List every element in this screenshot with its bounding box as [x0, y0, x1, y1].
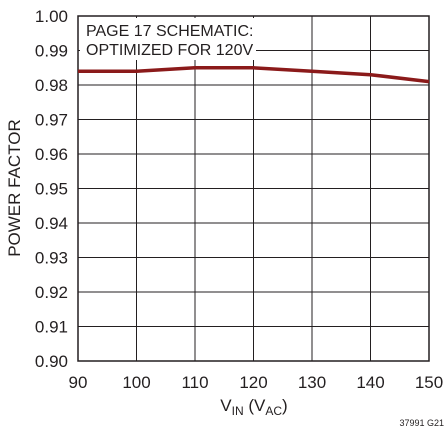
y-tick-label: 0.98 — [35, 76, 68, 95]
x-axis-title-paren-close: ) — [282, 396, 288, 415]
x-tick-label: 110 — [181, 373, 208, 392]
y-tick-label: 0.91 — [35, 318, 68, 337]
y-tick-labels: 0.90 0.91 0.92 0.93 0.94 0.95 0.96 0.97 0.98 0.99… — [35, 7, 68, 371]
y-tick-label: 0.92 — [35, 283, 68, 302]
annotation-line-1: PAGE 17 SCHEMATIC: — [86, 23, 253, 40]
plot-frame — [77, 15, 430, 362]
x-axis-title-paren-open: (V — [244, 396, 266, 415]
y-tick-label: 0.96 — [35, 145, 68, 164]
y-tick-label: 0.93 — [35, 249, 68, 268]
power-factor-series-line — [78, 66, 430, 84]
x-tick-label: 140 — [356, 373, 384, 392]
annotation-background — [80, 18, 256, 60]
y-axis-title: POWER FACTOR — [5, 119, 24, 257]
y-tick-label: 0.94 — [35, 214, 68, 233]
series-layer — [78, 66, 430, 84]
y-tick-label: 0.90 — [35, 352, 68, 371]
y-tick-label: 0.95 — [35, 180, 68, 199]
x-tick-label: 100 — [122, 373, 150, 392]
x-tick-label: 120 — [239, 373, 267, 392]
x-axis-title: VIN (VAC) — [220, 396, 287, 418]
x-axis-title-paren-subscript: AC — [265, 404, 282, 418]
x-axis-title-main-subscript: IN — [232, 404, 244, 418]
y-tick-label: 1.00 — [35, 7, 68, 26]
x-axis-title-main: V — [220, 396, 232, 415]
annotation-line-2: OPTIMIZED FOR 120V — [86, 42, 253, 59]
x-tick-labels: 90 100 110 120 130 140 150 — [69, 373, 444, 392]
annotation-box: PAGE 17 SCHEMATIC: OPTIMIZED FOR 120V — [80, 18, 256, 60]
x-tick-label: 150 — [415, 373, 443, 392]
y-tick-label: 0.99 — [35, 42, 68, 61]
y-tick-label: 0.97 — [35, 111, 68, 130]
x-tick-label: 90 — [69, 373, 88, 392]
figure-id: 37991 G21 — [399, 418, 444, 428]
x-tick-label: 130 — [298, 373, 326, 392]
